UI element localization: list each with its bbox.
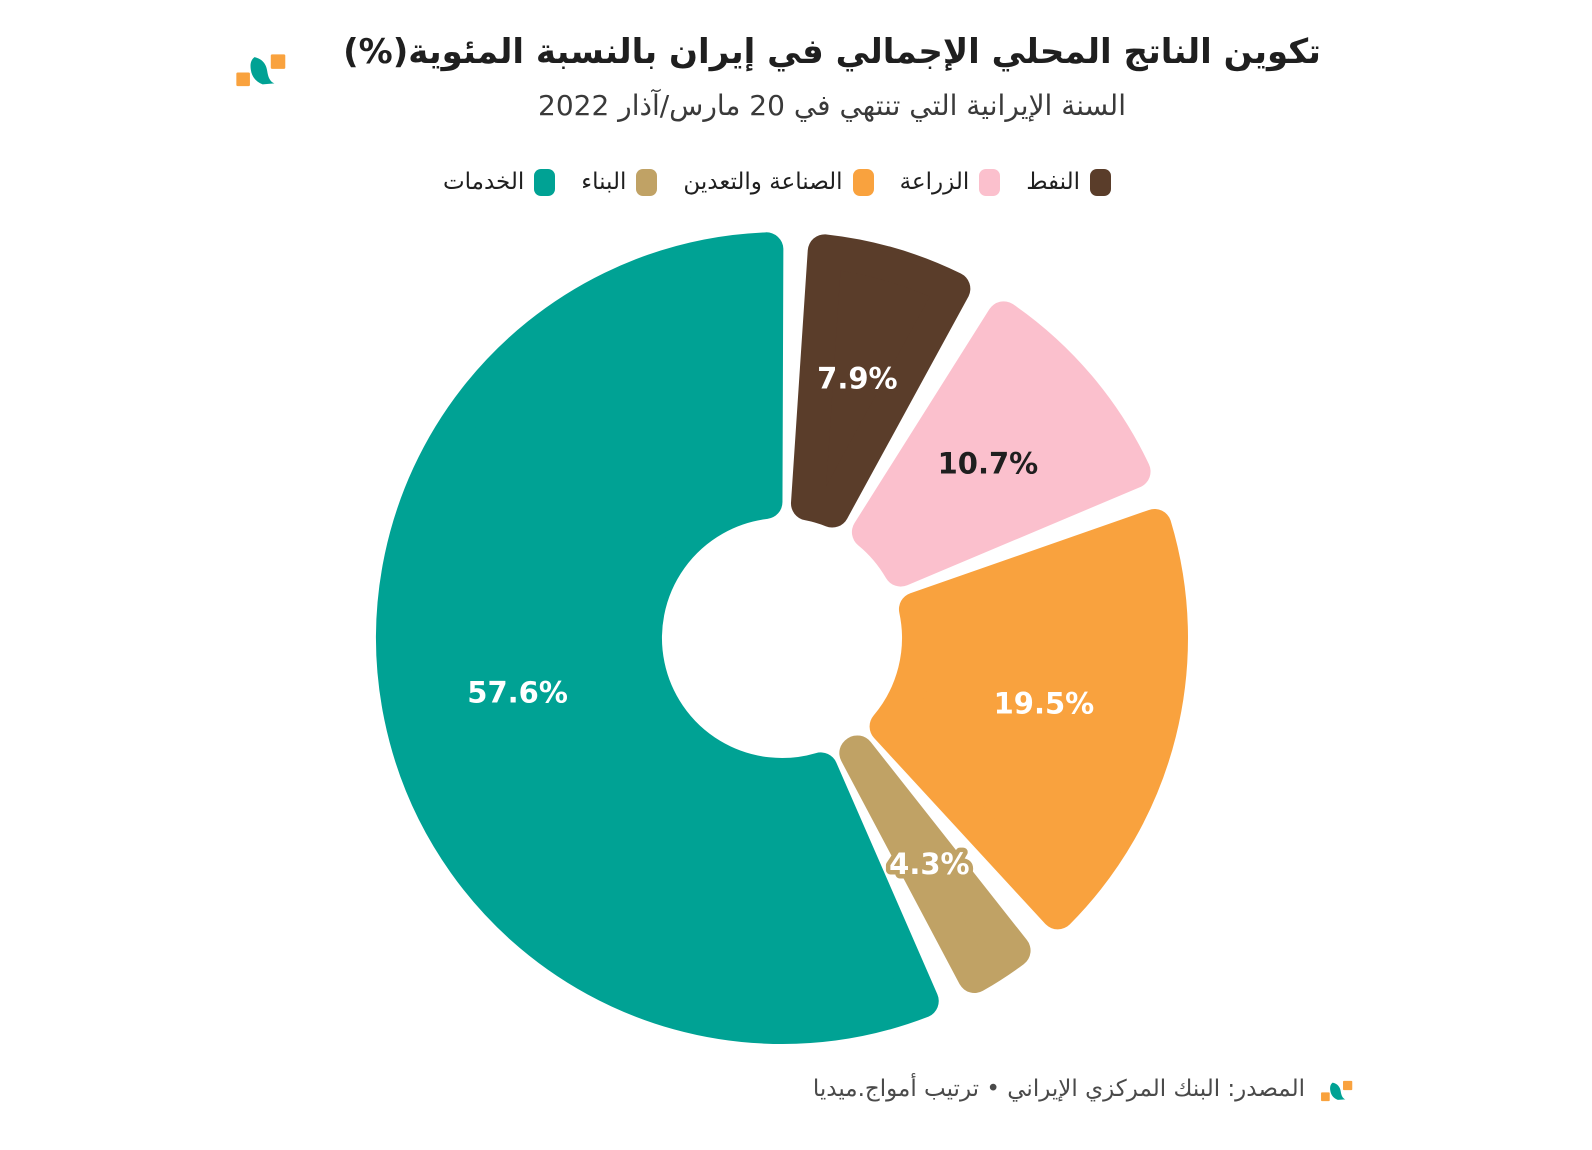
legend: النفط الزراعة الصناعة والتعدين البناء الخدما… bbox=[0, 160, 1554, 204]
legend-item-construction: البناء bbox=[581, 168, 658, 196]
pie-value-label-services: 57.6% bbox=[467, 676, 568, 710]
legend-swatch-agriculture bbox=[979, 168, 1001, 196]
pie-value-label-agriculture: 10.7% bbox=[938, 446, 1039, 480]
legend-item-agriculture: الزراعة bbox=[899, 168, 1001, 196]
pie-value-label-industry-mining: 19.5% bbox=[994, 687, 1095, 721]
legend-swatch-services bbox=[534, 168, 556, 196]
amwaj-media-logo-icon bbox=[236, 54, 286, 87]
legend-label: الخدمات bbox=[442, 169, 525, 195]
source-text: المصدر: البنك المركزي الإيراني • ترتيب أ… bbox=[812, 1076, 1305, 1102]
pie-slice-oil bbox=[790, 234, 971, 528]
legend-item-services: الخدمات bbox=[442, 168, 556, 196]
source-line: المصدر: البنك المركزي الإيراني • ترتيب أ… bbox=[813, 1066, 1354, 1112]
pie-value-label-construction: 4.3% bbox=[889, 847, 969, 881]
chart-subtitle: السنة الإيرانية التي تنتهي في 20 مارس/آذ… bbox=[538, 89, 1126, 122]
pie-value-label-oil: 7.9% bbox=[817, 362, 897, 396]
legend-label: البناء bbox=[581, 169, 627, 195]
legend-swatch-construction bbox=[636, 168, 658, 196]
legend-swatch-industry-mining bbox=[852, 168, 874, 196]
legend-swatch-oil bbox=[1090, 168, 1112, 196]
legend-label: النفط bbox=[1026, 169, 1081, 195]
legend-item-industry-mining: الصناعة والتعدين bbox=[683, 168, 874, 196]
pie-slice-industry-mining bbox=[869, 508, 1188, 930]
legend-item-oil: النفط bbox=[1026, 168, 1112, 196]
chart-title: تكوين الناتج المحلي الإجمالي في إيران با… bbox=[343, 32, 1321, 72]
pie-slice-services bbox=[376, 232, 939, 1044]
legend-label: الصناعة والتعدين bbox=[683, 169, 843, 195]
pie-slice-agriculture bbox=[851, 301, 1151, 587]
amwaj-media-logo-small-icon bbox=[1321, 1080, 1353, 1101]
legend-label: الزراعة bbox=[899, 169, 970, 195]
pie-slice-construction bbox=[839, 735, 1031, 994]
